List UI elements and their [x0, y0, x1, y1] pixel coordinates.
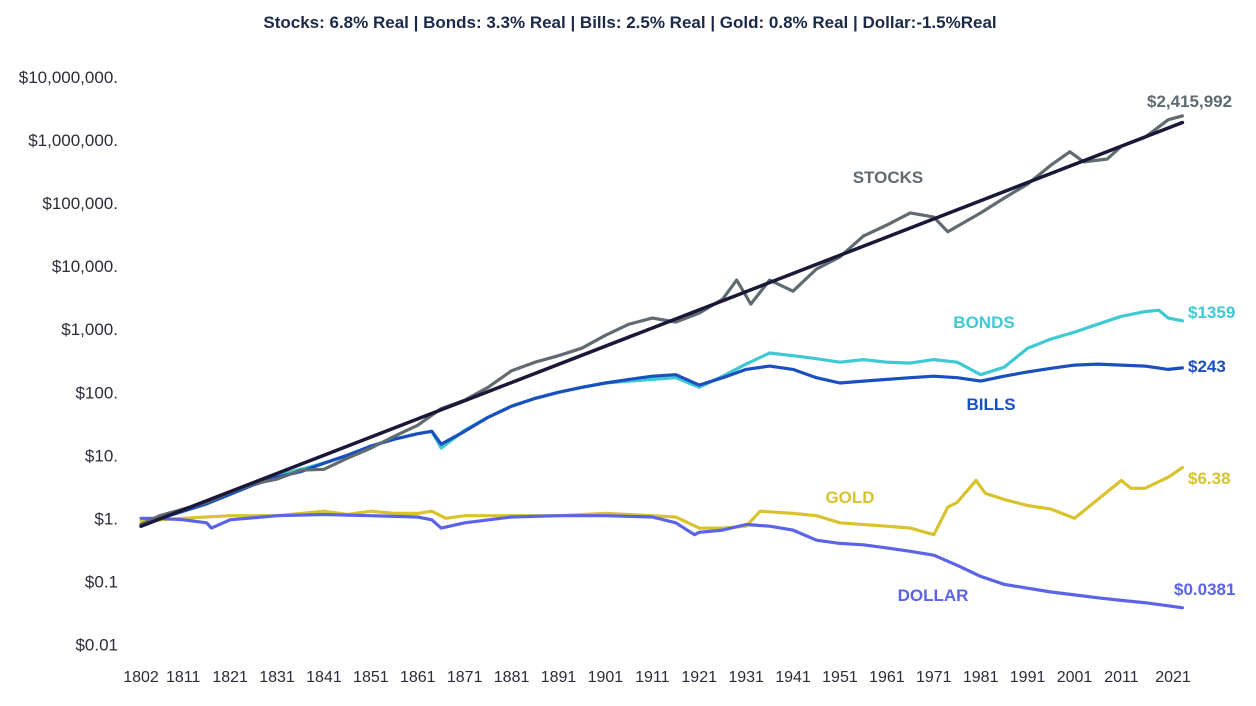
y-tick-label: $10,000.: [52, 257, 118, 276]
y-tick-label: $100.: [75, 383, 118, 402]
series-name-label-dollar: DOLLAR: [898, 586, 969, 605]
x-tick-label: 1991: [1010, 669, 1046, 686]
series-name-label-bills: BILLS: [966, 395, 1015, 414]
series-line-gold: [139, 466, 1185, 537]
x-tick-label: 1961: [869, 669, 905, 686]
series-line-dollar: [139, 512, 1185, 610]
x-tick-label: 1921: [681, 669, 717, 686]
y-tick-label: $0.1: [85, 572, 118, 591]
end-value-label-bonds: $1359: [1188, 303, 1235, 322]
x-axis: 1802 1811 1821 1831 1841 1851 1861 1871 1881 1891…: [123, 669, 1191, 686]
x-tick-label: 1841: [306, 669, 342, 686]
chart-title: Stocks: 6.8% Real | Bonds: 3.3% Real | B…: [263, 13, 996, 32]
x-tick-label: 1821: [212, 669, 248, 686]
y-tick-label: $0.01: [75, 635, 118, 654]
y-tick-label: $1,000,000.: [28, 131, 118, 150]
end-value-label-dollar: $0.0381: [1174, 580, 1235, 599]
x-tick-label: 1881: [494, 669, 530, 686]
y-tick-label: $1,000.: [61, 320, 118, 339]
y-tick-label: $1.: [94, 509, 118, 528]
x-tick-label: 1981: [963, 669, 999, 686]
x-tick-label: 2011: [1104, 669, 1139, 686]
x-tick-label: 1871: [447, 669, 483, 686]
series-name-label-gold: GOLD: [825, 488, 874, 507]
x-tick-label: 2021: [1155, 669, 1191, 686]
x-tick-label: 1831: [259, 669, 295, 686]
x-tick-label: 1851: [353, 669, 389, 686]
x-tick-label: 1911: [635, 669, 670, 686]
x-tick-label: 1941: [775, 669, 811, 686]
x-tick-label: 1891: [541, 669, 577, 686]
series-line-bonds: [139, 308, 1185, 527]
x-tick-label: 1811: [166, 669, 201, 686]
series-line-stocks: [139, 114, 1185, 527]
series-line-trend: [139, 120, 1185, 528]
series-line-bills: [139, 362, 1185, 527]
x-tick-label: 2001: [1057, 669, 1093, 686]
y-tick-label: $10.: [85, 446, 118, 465]
x-tick-label: 1802: [123, 669, 159, 686]
end-value-label-gold: $6.38: [1188, 469, 1231, 488]
y-tick-label: $10,000,000.: [19, 68, 118, 87]
x-tick-label: 1951: [822, 669, 858, 686]
y-axis: $10,000,000. $1,000,000. $100,000. $10,000.…: [19, 68, 118, 654]
series-name-label-bonds: BONDS: [953, 313, 1014, 332]
series-lines: [139, 114, 1185, 610]
series-name-label-stocks: STOCKS: [853, 168, 924, 187]
x-tick-label: 1901: [588, 669, 624, 686]
x-tick-label: 1931: [728, 669, 764, 686]
end-value-label-stocks: $2,415,992: [1147, 92, 1232, 111]
y-tick-label: $100,000.: [42, 194, 118, 213]
x-tick-label: 1861: [400, 669, 436, 686]
series-labels: $2,415,992 $1359 $243 $6.38 $0.0381 STOCKS BON…: [825, 92, 1235, 605]
end-value-label-bills: $243: [1188, 357, 1226, 376]
x-tick-label: 1971: [916, 669, 952, 686]
